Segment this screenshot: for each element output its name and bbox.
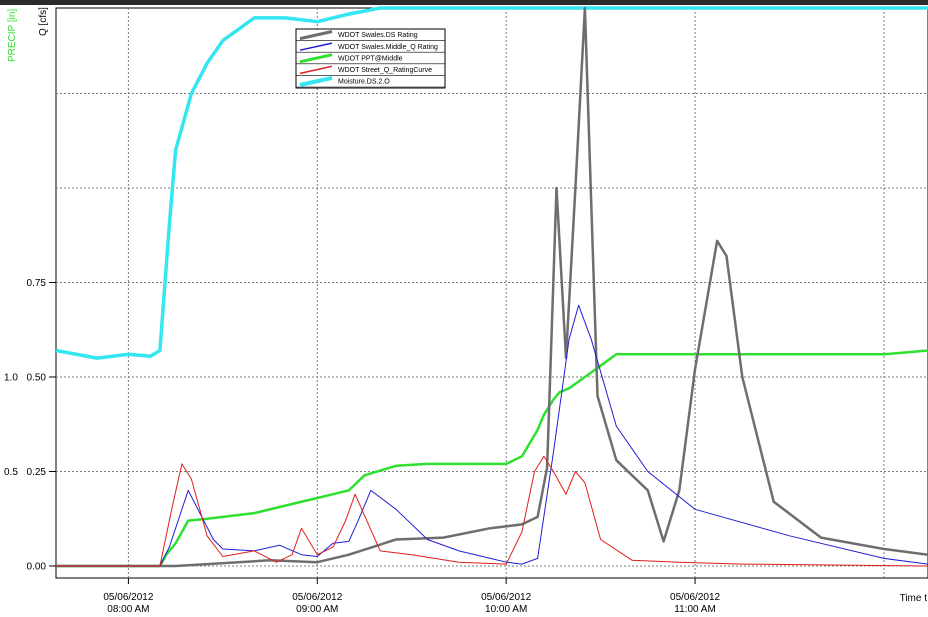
legend-swatch <box>299 42 333 51</box>
legend-entry: WDOT Street_Q_RatingCurve <box>338 67 432 74</box>
precip-tick-label: 0.5 <box>4 467 18 478</box>
q-tick-label: 0.00 <box>27 562 47 573</box>
x-tick-date: 05/06/2012 <box>292 592 342 603</box>
series-line-moisture-ds-2-o <box>55 6 928 360</box>
legend-entry: WDOT PPT@Middle <box>338 55 403 62</box>
legend-swatch <box>299 30 333 41</box>
q-tick-label: 0.50 <box>27 373 47 384</box>
x-tick-date: 05/06/2012 <box>481 592 531 603</box>
series-lines <box>55 6 928 568</box>
chart-legend: WDOT Swales.DS Rating WDOT Swales.Middle_… <box>295 28 446 89</box>
q-tick-label: 0.75 <box>27 278 47 289</box>
x-tick-time: 10:00 AM <box>485 604 527 615</box>
x-tick-date: 05/06/2012 <box>670 592 720 603</box>
q-tick-label: 0.25 <box>27 467 47 478</box>
window-top-strip <box>0 0 928 5</box>
legend-entry: WDOT Swales.Middle_Q Rating <box>338 44 438 51</box>
q-axis-label: Q [cfs] <box>38 7 49 36</box>
series-line-wdot-swales-ds-rating <box>56 6 928 568</box>
series-line-wdot-swales-middle-q-rating <box>56 304 928 567</box>
plot-frame <box>55 7 928 579</box>
x-tick-time: 11:00 AM <box>674 604 716 615</box>
x-tick-time: 08:00 AM <box>107 604 149 615</box>
precip-axis-label: PRECIP [in] <box>7 9 18 62</box>
grid-lines <box>56 8 928 578</box>
time-axis-label: Time t <box>900 593 928 604</box>
x-tick-date: 05/06/2012 <box>103 592 153 603</box>
legend-swatch <box>299 53 333 64</box>
series-line-wdot-ppt-middle <box>56 349 928 568</box>
legend-entry: Moisture.DS.2.O <box>338 79 390 86</box>
series-line-wdot-street-q-ratingcurve <box>56 455 928 567</box>
x-tick-time: 09:00 AM <box>296 604 338 615</box>
precip-tick-label: 1.0 <box>4 373 18 384</box>
legend-entry: WDOT Swales.DS Rating <box>338 32 418 39</box>
legend-swatch <box>299 75 333 87</box>
legend-swatch <box>299 65 333 75</box>
